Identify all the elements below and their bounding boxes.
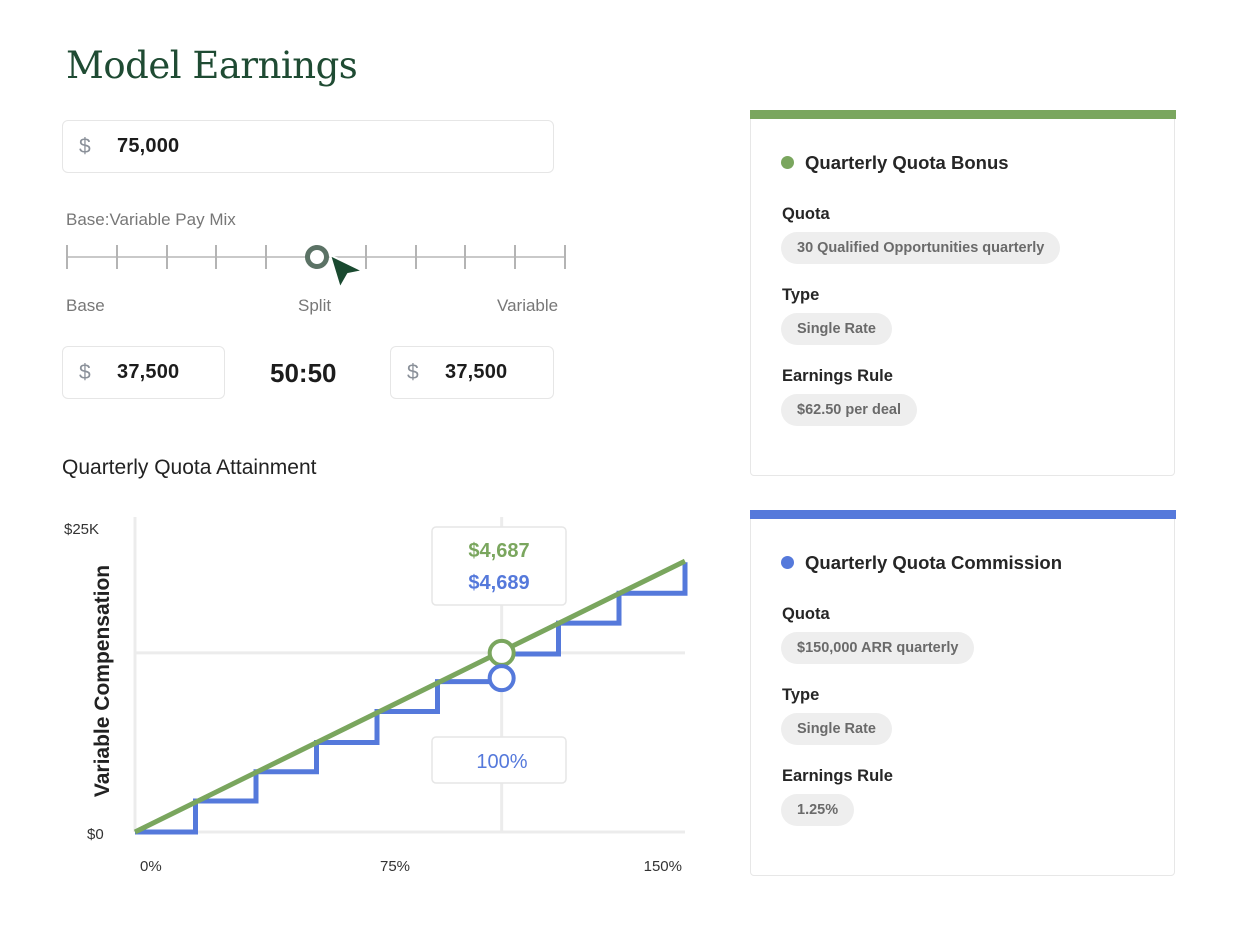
bonus-series-line: [133, 558, 687, 835]
scale-label-base: Base: [66, 296, 105, 315]
dollar-icon: $: [79, 360, 91, 384]
type-pill: Single Rate: [781, 312, 892, 345]
slider-tick: [464, 245, 467, 269]
slider-tick: [364, 245, 367, 269]
page-title: Model Earnings: [66, 44, 358, 87]
status-dot-icon: [781, 556, 794, 569]
x-tick-label: 150%: [644, 858, 682, 875]
variable-pay-value: 37,500: [445, 361, 508, 383]
card-accent-bar: [749, 509, 1176, 519]
quota-label: Quota: [782, 204, 830, 223]
card-accent-bar: [749, 109, 1176, 119]
base-pay-value: 37,500: [117, 361, 180, 383]
total-compensation-value: 75,000: [117, 135, 180, 157]
quota-bonus-card: Quarterly Quota Bonus Quota 30 Qualified…: [749, 109, 1176, 476]
attainment-tooltip: [431, 736, 567, 784]
value-tooltip: [431, 526, 567, 606]
commission-marker-point: [487, 664, 516, 693]
commission-series-line: [135, 562, 688, 835]
bonus-marker-point: [487, 638, 516, 667]
slider-tick: [215, 245, 218, 269]
mouse-cursor-icon: [329, 254, 364, 289]
card-title: Quarterly Quota Bonus: [805, 151, 1009, 173]
dollar-icon: $: [407, 360, 419, 384]
earnings-rule-label: Earnings Rule: [782, 366, 893, 385]
bonus-value-label: $4,687: [468, 540, 529, 562]
quota-pill: 30 Qualified Opportunities quarterly: [781, 231, 1061, 264]
status-dot-icon: [781, 156, 794, 169]
chart-title: Quarterly Quota Attainment: [62, 456, 317, 479]
card-title: Quarterly Quota Commission: [805, 551, 1062, 573]
type-label: Type: [782, 685, 820, 704]
earnings-rule-label: Earnings Rule: [782, 766, 893, 785]
slider-tick: [564, 245, 566, 269]
base-pay-input[interactable]: $ 37,500: [62, 346, 225, 399]
scale-label-variable: Variable: [497, 296, 559, 315]
slider-tick: [66, 245, 68, 269]
pay-mix-slider[interactable]: [66, 240, 566, 289]
slider-tick: [414, 245, 417, 269]
slider-tick: [514, 245, 517, 269]
earnings-rule-pill: 1.25%: [781, 793, 855, 826]
quota-commission-card: Quarterly Quota Commission Quota $150,00…: [749, 509, 1176, 876]
quota-attainment-chart: $25K $0 0% 75% 150% Variable Compensation $4,6…: [64, 517, 688, 875]
attainment-value-label: 100%: [476, 751, 527, 773]
x-tick-label: 0%: [140, 858, 162, 875]
slider-tick: [265, 245, 268, 269]
slider-tick: [165, 245, 168, 269]
total-compensation-input[interactable]: $ 75,000: [62, 120, 554, 173]
y-tick-label: $25K: [64, 521, 99, 538]
type-pill: Single Rate: [781, 712, 892, 745]
y-axis-label: Variable Compensation: [91, 565, 114, 797]
commission-value-label: $4,689: [468, 572, 529, 594]
y-tick-label: $0: [87, 826, 104, 843]
earnings-rule-pill: $62.50 per deal: [781, 393, 917, 426]
pay-mix-label: Base:Variable Pay Mix: [66, 210, 236, 229]
slider-tick: [115, 245, 118, 269]
quota-label: Quota: [782, 604, 830, 623]
slider-thumb[interactable]: [305, 245, 329, 269]
scale-label-split: Split: [298, 296, 332, 315]
variable-pay-input[interactable]: $ 37,500: [390, 346, 554, 399]
type-label: Type: [782, 285, 820, 304]
quota-pill: $150,000 ARR quarterly: [781, 631, 975, 664]
dollar-icon: $: [79, 134, 91, 158]
x-tick-label: 75%: [380, 858, 410, 875]
pay-mix-ratio: 50:50: [270, 358, 337, 388]
